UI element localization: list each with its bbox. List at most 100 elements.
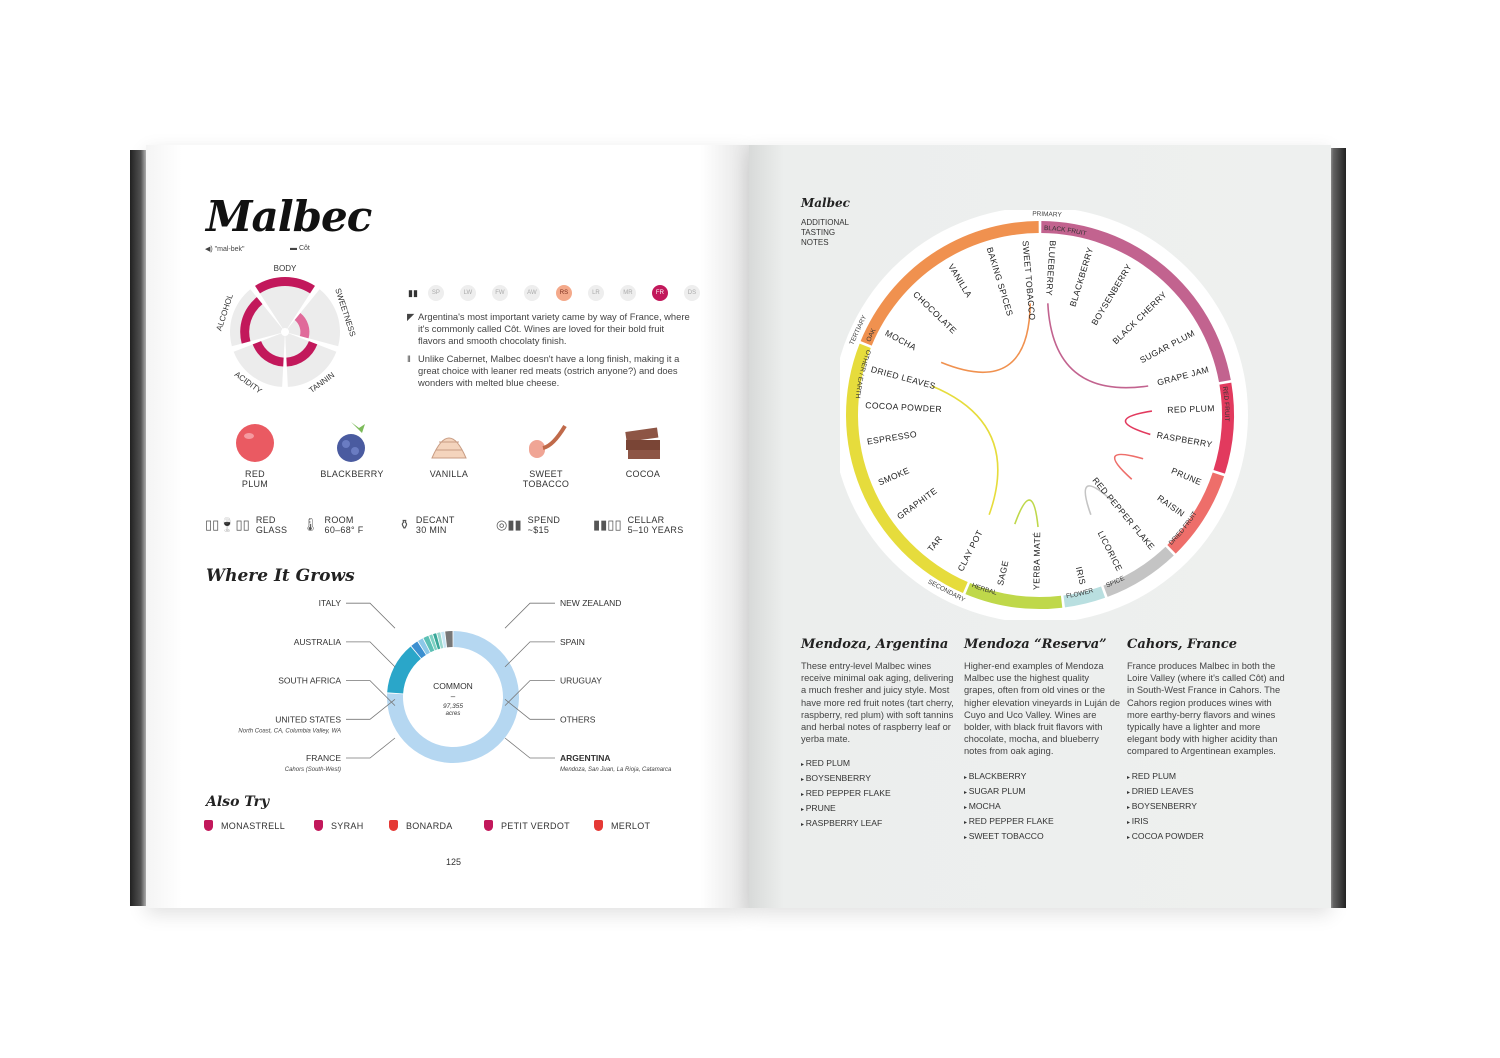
- region-notes: BLACKBERRY SUGAR PLUM MOCHA RED PEPPER FLAK…: [964, 770, 1122, 845]
- note-link: [1014, 499, 1039, 528]
- flavor-item: VANILLA: [404, 418, 494, 479]
- category-label: RED FRUIT: [1221, 386, 1230, 422]
- wine-glass-icon: [484, 820, 493, 831]
- tasting-note: BLUEBERRY: [1044, 240, 1058, 296]
- region-notes: RED PLUM BOYSENBERRY RED PEPPER FLAKE PRUNE…: [801, 757, 959, 832]
- right-page-subtitle: ADDITIONAL TASTING NOTES: [801, 218, 850, 247]
- category-arc-other-earth: [846, 343, 968, 594]
- leader-line: [504, 602, 555, 629]
- also-try-item[interactable]: MERLOT: [594, 820, 674, 831]
- wine-style-mr[interactable]: MR: [619, 285, 636, 301]
- region-note-text: BOYSENBERRY: [1127, 801, 1197, 811]
- tasting-note: IRIS: [1074, 566, 1088, 586]
- region-description: France produces Malbec in both the Loire…: [1127, 661, 1285, 757]
- wine-style-fr[interactable]: FR: [651, 285, 668, 301]
- coins-icon: ◎▮▮: [496, 517, 522, 532]
- country-label: AUSTRALIA: [294, 637, 342, 647]
- wine-style-lw[interactable]: LW: [459, 285, 476, 301]
- serving-line1: RED: [255, 515, 276, 525]
- region-note-text: RED PLUM: [801, 758, 850, 768]
- also-try-list: MONASTRELL SYRAH BONARDA PETIT VERDOT MERLOT: [204, 820, 684, 831]
- flavor-item: RED PLUM: [210, 418, 300, 489]
- serving-text: RED GLASS: [256, 515, 288, 535]
- page-number: 125: [446, 857, 462, 867]
- fork-knife-icon: ‖: [407, 353, 411, 364]
- serving-item: ▮▮▯▯ CELLAR 5–10 YEARS: [593, 515, 684, 535]
- leader-line: [504, 698, 555, 720]
- donut-center-value: 97,355: [443, 703, 463, 710]
- region-heading: Cahors, France: [1127, 637, 1238, 652]
- also-try-item[interactable]: MONASTRELL: [204, 820, 314, 831]
- flavor-icons-row: RED PLUM BLACKBERRY VANILLA SWEET TOBACCO CO…: [210, 418, 690, 498]
- donut-segment-france: [387, 646, 421, 694]
- serving-line2: ~$15: [527, 525, 550, 535]
- wine-style-sp[interactable]: SP: [427, 285, 444, 301]
- growing-regions-donut: ARGENTINA Mendoza, San Juan, La Rioja, Ca…: [238, 598, 672, 773]
- region-label: North Coast, CA, Columbia Valley, WA: [238, 728, 341, 734]
- region-note-text: COCOA POWDER: [1127, 831, 1204, 841]
- also-try-item[interactable]: SYRAH: [314, 820, 389, 831]
- region-note: COCOA POWDER: [1127, 830, 1285, 845]
- blackberry-icon: [307, 418, 397, 469]
- region-note: RED PEPPER FLAKE: [801, 787, 959, 802]
- right-page-title: Malbec: [801, 196, 850, 210]
- serving-line1: DECANT: [415, 515, 455, 525]
- donut-segment-south-africa: [418, 638, 430, 655]
- note-link: [1113, 453, 1144, 480]
- leader-line: [346, 737, 396, 759]
- description: ◤ Argentina's most important variety came…: [407, 311, 690, 347]
- donut-segment-italy: [429, 634, 438, 651]
- country-label: ARGENTINA: [560, 753, 611, 763]
- region-note-text: RED PEPPER FLAKE: [801, 788, 891, 798]
- wine-style-ds[interactable]: DS: [683, 285, 700, 301]
- region-note: MOCHA: [964, 800, 1122, 815]
- serving-item: ◎▮▮ SPEND ~$15: [496, 515, 560, 535]
- also-try-heading: Also Try: [206, 794, 270, 810]
- region-note-text: RASPBERRY LEAF: [801, 818, 882, 828]
- pipe-icon: [501, 418, 591, 469]
- profile-wedge-bg: [255, 277, 315, 329]
- region-note-text: SWEET TOBACCO: [964, 831, 1044, 841]
- country-label: URUGUAY: [560, 676, 602, 686]
- region-note: BLACKBERRY: [964, 770, 1122, 785]
- leader-line: [346, 602, 396, 629]
- speech-bubble-icon: ▬: [290, 245, 299, 252]
- donut-center-label: COMMON: [433, 681, 473, 691]
- flavor-label: COCOA: [625, 469, 661, 479]
- category-arc-black-fruit: [1041, 221, 1231, 383]
- wine-style-fw[interactable]: FW: [491, 285, 508, 301]
- synonym: ▬ Côt: [290, 245, 310, 252]
- wine-style-rs[interactable]: RS: [555, 285, 572, 301]
- serving-item: ⚱ DECANT 30 MIN: [399, 515, 455, 535]
- region-heading: Mendoza, Argentina: [801, 637, 949, 652]
- leader-line: [346, 641, 396, 668]
- serving-line2: 60–68° F: [324, 525, 364, 535]
- where-it-grows-heading: Where It Grows: [206, 566, 355, 586]
- donut-segment-uruguay: [441, 631, 447, 648]
- also-try-label: MONASTRELL: [221, 820, 286, 831]
- vanilla-icon: [404, 418, 494, 469]
- also-try-item[interactable]: BONARDA: [389, 820, 484, 831]
- profile-level-alcohol: [240, 297, 263, 344]
- also-try-label: MERLOT: [611, 820, 651, 831]
- wine-style-lr[interactable]: LR: [587, 285, 604, 301]
- region-note-text: MOCHA: [964, 801, 1001, 811]
- country-label: FRANCE: [306, 753, 341, 763]
- country-label: NEW ZEALAND: [560, 598, 621, 608]
- region-label: Mendoza, San Juan, La Rioja, Catamarca: [560, 767, 672, 773]
- wine-style-aw[interactable]: AW: [523, 285, 540, 301]
- donut-segment-united-states: [411, 641, 426, 659]
- country-label: SOUTH AFRICA: [278, 676, 341, 686]
- note-link: [1047, 303, 1149, 389]
- region-note: PRUNE: [801, 802, 959, 817]
- flavor-label: SWEET TOBACCO: [522, 469, 570, 489]
- serving-text: CELLAR 5–10 YEARS: [628, 515, 684, 535]
- flavor-label: BLACKBERRY: [320, 469, 384, 479]
- also-try-item[interactable]: PETIT VERDOT: [484, 820, 594, 831]
- region-note-text: PRUNE: [801, 803, 836, 813]
- profile-axis-label: BODY: [274, 265, 297, 273]
- book-cover-edge-left: [130, 150, 148, 906]
- left-page: [146, 145, 749, 908]
- serving-line1: ROOM: [324, 515, 354, 525]
